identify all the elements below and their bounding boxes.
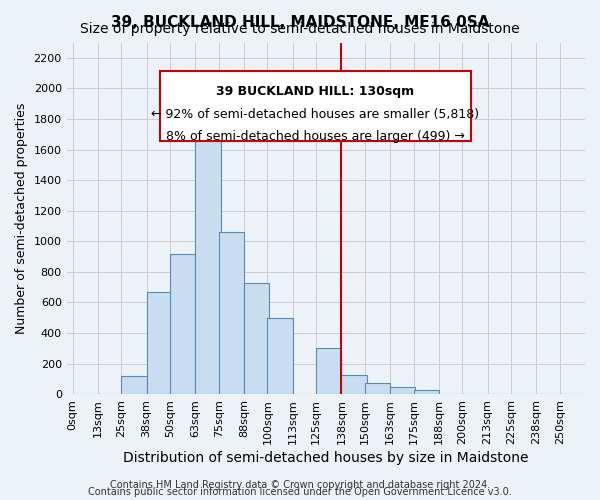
Text: Size of property relative to semi-detached houses in Maidstone: Size of property relative to semi-detach…	[80, 22, 520, 36]
Bar	[268, 318, 293, 394]
Text: 39, BUCKLAND HILL, MAIDSTONE, ME16 0SA: 39, BUCKLAND HILL, MAIDSTONE, ME16 0SA	[111, 15, 489, 30]
Text: 39 BUCKLAND HILL: 130sqm: 39 BUCKLAND HILL: 130sqm	[217, 84, 415, 98]
Bar	[341, 375, 367, 394]
Bar	[390, 386, 415, 394]
Bar	[195, 130, 221, 394]
X-axis label: Distribution of semi-detached houses by size in Maidstone: Distribution of semi-detached houses by …	[123, 451, 529, 465]
Bar	[316, 348, 341, 394]
Bar	[218, 232, 244, 394]
Bar	[170, 254, 195, 394]
Bar	[413, 390, 439, 394]
Text: 8% of semi-detached houses are larger (499) →: 8% of semi-detached houses are larger (4…	[166, 130, 465, 143]
Bar	[121, 376, 146, 394]
Bar	[365, 384, 390, 394]
Bar	[146, 292, 172, 394]
Text: ← 92% of semi-detached houses are smaller (5,818): ← 92% of semi-detached houses are smalle…	[151, 108, 479, 120]
Bar	[160, 70, 471, 141]
Text: Contains public sector information licensed under the Open Government Licence v3: Contains public sector information licen…	[88, 487, 512, 497]
Bar	[244, 282, 269, 394]
Y-axis label: Number of semi-detached properties: Number of semi-detached properties	[15, 102, 28, 334]
Text: Contains HM Land Registry data © Crown copyright and database right 2024.: Contains HM Land Registry data © Crown c…	[110, 480, 490, 490]
